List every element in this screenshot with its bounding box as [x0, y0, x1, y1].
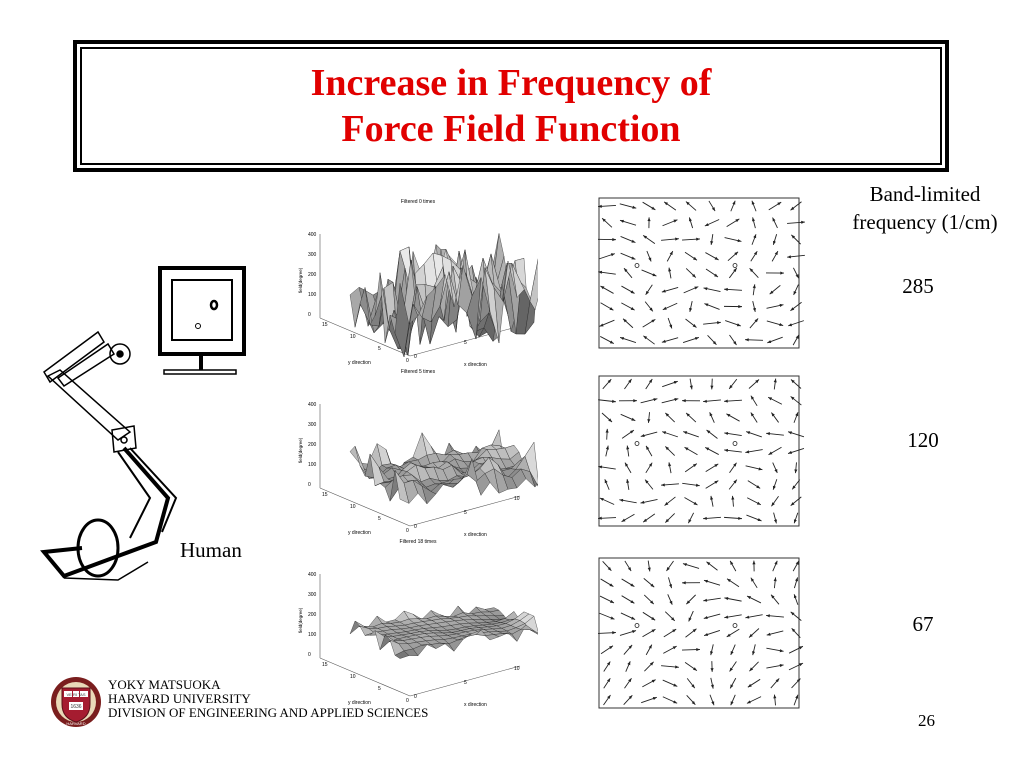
- title-line-1: Increase in Frequency of: [310, 62, 712, 104]
- y-tick-label: 10: [350, 674, 356, 680]
- y-tick-label: 10: [350, 334, 356, 340]
- y-axis-title: y direction: [348, 530, 371, 536]
- y-tick-label: 10: [350, 504, 356, 510]
- vector-field-1: [597, 197, 805, 349]
- y-tick-label: 15: [322, 492, 328, 498]
- surface-plot-2: Filtered 5 times4003002001000field(degre…: [298, 369, 538, 538]
- z-tick-label: 400: [308, 402, 317, 408]
- z-axis-label: field(degree): [298, 437, 303, 463]
- x-tick-label: 5: [464, 680, 467, 686]
- y-axis-title: y direction: [348, 700, 371, 706]
- human-label: Human: [180, 538, 242, 562]
- x-axis-title: x direction: [464, 532, 487, 538]
- z-tick-label: 200: [308, 612, 317, 618]
- z-tick-label: 100: [308, 462, 317, 468]
- x-axis-title: x direction: [464, 362, 487, 368]
- frequency-header: Band-limited frequency (1/cm): [830, 180, 1020, 236]
- z-axis-label: field(degree): [298, 607, 303, 633]
- frequency-value-67: 67: [912, 612, 934, 636]
- monitor-icon: [158, 266, 246, 375]
- surface-plot-title: Filtered 0 times: [401, 199, 436, 205]
- frequency-header-line-1: Band-limited: [869, 182, 981, 206]
- y-tick-label: 0: [406, 528, 409, 534]
- z-tick-label: 0: [308, 312, 311, 318]
- robot-illustration: [40, 266, 246, 581]
- x-tick-label: 0: [414, 354, 417, 360]
- surface-plot-title: Filtered 18 times: [400, 539, 437, 545]
- y-tick-label: 15: [322, 662, 328, 668]
- surface-plot-1: Filtered 0 times4003002001000field(degre…: [298, 199, 538, 368]
- vector-field-2: [598, 375, 805, 527]
- y-tick-label: 0: [406, 358, 409, 364]
- title-box: Increase in Frequency of Force Field Fun…: [73, 40, 949, 172]
- y-tick-label: 15: [322, 322, 328, 328]
- z-tick-label: 200: [308, 272, 317, 278]
- y-tick-label: 0: [406, 698, 409, 704]
- footer-university: HARVARD UNIVERSITY: [108, 691, 251, 706]
- page-number: 26: [918, 711, 935, 730]
- z-tick-label: 200: [308, 442, 317, 448]
- x-tick-label: 5: [464, 340, 467, 346]
- x-tick-label: 10: [514, 666, 520, 672]
- logo-name: HARVARD: [66, 721, 85, 726]
- frequency-header-line-2: frequency (1/cm): [852, 210, 998, 234]
- y-axis-title: y direction: [348, 360, 371, 366]
- frequency-value-120: 120: [907, 428, 939, 452]
- frequency-value-285: 285: [902, 274, 934, 298]
- z-tick-label: 300: [308, 422, 317, 428]
- y-tick-label: 5: [378, 346, 381, 352]
- z-tick-label: 300: [308, 592, 317, 598]
- surface-plots: Filtered 0 times4003002001000field(degre…: [298, 199, 538, 708]
- z-tick-label: 400: [308, 232, 317, 238]
- z-tick-label: 100: [308, 632, 317, 638]
- x-tick-label: 10: [514, 496, 520, 502]
- y-tick-label: 5: [378, 686, 381, 692]
- x-axis-title: x direction: [464, 702, 487, 708]
- robot-arm-icon: [40, 330, 178, 581]
- title-line-2: Force Field Function: [341, 108, 681, 150]
- harvard-shield-logo: VE RI TAS 1636 HARVARD: [51, 677, 101, 727]
- slide-title: Increase in Frequency of Force Field Fun…: [77, 60, 945, 152]
- z-tick-label: 400: [308, 572, 317, 578]
- footer: YOKY MATSUOKA HARVARD UNIVERSITY DIVISIO…: [108, 678, 428, 720]
- logo-motto: VE RI TAS: [67, 692, 86, 697]
- footer-division: DIVISION OF ENGINEERING AND APPLIED SCIE…: [108, 705, 429, 720]
- z-tick-label: 0: [308, 652, 311, 658]
- z-axis-label: field(degree): [298, 267, 303, 293]
- logo-year: 1636: [70, 704, 81, 710]
- x-tick-label: 0: [414, 524, 417, 530]
- surface-plot-title: Filtered 5 times: [401, 369, 436, 375]
- z-tick-label: 0: [308, 482, 311, 488]
- z-tick-label: 300: [308, 252, 317, 258]
- y-tick-label: 5: [378, 516, 381, 522]
- z-tick-label: 100: [308, 292, 317, 298]
- vector-field-3: [598, 557, 804, 709]
- vector-field-plots: [597, 197, 805, 709]
- x-tick-label: 0: [414, 694, 417, 700]
- surface-plot-3: Filtered 18 times4003002001000field(degr…: [298, 539, 538, 708]
- footer-author: YOKY MATSUOKA: [108, 677, 221, 692]
- x-tick-label: 5: [464, 510, 467, 516]
